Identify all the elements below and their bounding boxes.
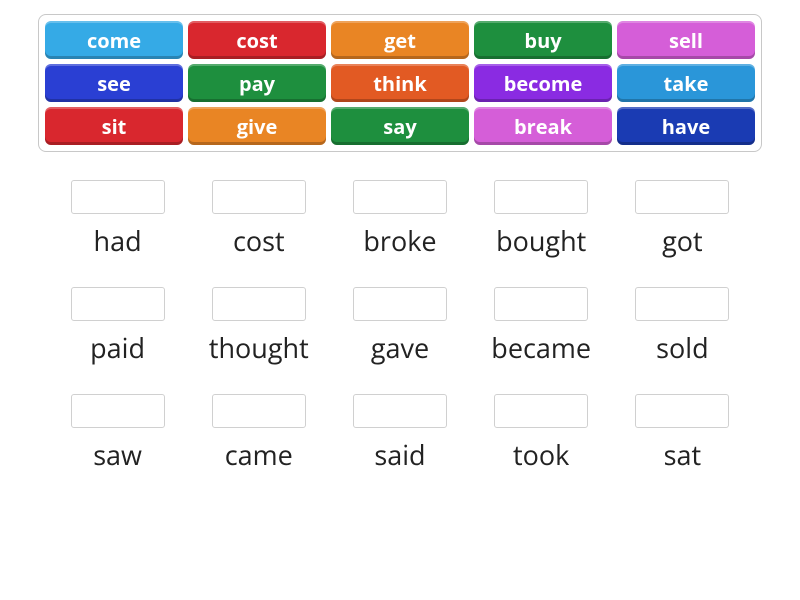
word-tile-get[interactable]: get — [331, 21, 469, 59]
drop-slot-broke[interactable] — [353, 180, 447, 214]
drop-slot-cost[interactable] — [212, 180, 306, 214]
drop-slot-came[interactable] — [212, 394, 306, 428]
drop-slot-saw[interactable] — [71, 394, 165, 428]
answer-slot-group: paid — [56, 287, 179, 366]
word-tile-buy[interactable]: buy — [474, 21, 612, 59]
word-bank: comecostgetbuysell seepaythinkbecometake s… — [38, 14, 762, 152]
drop-slot-became[interactable] — [494, 287, 588, 321]
answer-label: said — [374, 436, 425, 473]
answer-slot-group: had — [56, 180, 179, 259]
answer-label: became — [491, 329, 591, 366]
answer-slot-group: sold — [621, 287, 744, 366]
answer-slot-group: sat — [621, 394, 744, 473]
answer-label: broke — [363, 222, 436, 259]
answer-slot-group: said — [338, 394, 461, 473]
word-tile-become[interactable]: become — [474, 64, 612, 102]
word-tile-have[interactable]: have — [617, 107, 755, 145]
exercise-container: comecostgetbuysellseepaythinkbecometakes… — [0, 0, 800, 487]
word-tile-take[interactable]: take — [617, 64, 755, 102]
drop-slot-thought[interactable] — [212, 287, 306, 321]
answer-label: sat — [664, 436, 702, 473]
answer-label: came — [225, 436, 293, 473]
answer-slot-group: took — [480, 394, 603, 473]
word-tile-pay[interactable]: pay — [188, 64, 326, 102]
word-tile-cost[interactable]: cost — [188, 21, 326, 59]
answer-slot-group: cost — [197, 180, 320, 259]
answer-label: had — [94, 222, 142, 259]
answer-slot-group: thought — [197, 287, 320, 366]
word-tile-say[interactable]: say — [331, 107, 469, 145]
answer-slot-group: became — [480, 287, 603, 366]
drop-slot-paid[interactable] — [71, 287, 165, 321]
drop-slot-had[interactable] — [71, 180, 165, 214]
answer-slot-group: got — [621, 180, 744, 259]
drop-slot-took[interactable] — [494, 394, 588, 428]
drop-slot-sold[interactable] — [635, 287, 729, 321]
drop-slot-said[interactable] — [353, 394, 447, 428]
answer-slot-group: broke — [338, 180, 461, 259]
word-tile-see[interactable]: see — [45, 64, 183, 102]
answers-grid: had cost broke bought got paid thought gave beca… — [38, 180, 762, 473]
answer-slot-group: saw — [56, 394, 179, 473]
drop-slot-got[interactable] — [635, 180, 729, 214]
answer-label: bought — [496, 222, 586, 259]
answer-label: cost — [233, 222, 285, 259]
drop-slot-gave[interactable] — [353, 287, 447, 321]
answer-slot-group: gave — [338, 287, 461, 366]
drop-slot-sat[interactable] — [635, 394, 729, 428]
answer-label: got — [662, 222, 703, 259]
answer-label: took — [513, 436, 569, 473]
word-tile-think[interactable]: think — [331, 64, 469, 102]
word-tile-sell[interactable]: sell — [617, 21, 755, 59]
word-tile-give[interactable]: give — [188, 107, 326, 145]
answer-slot-group: came — [197, 394, 320, 473]
word-tile-come[interactable]: come — [45, 21, 183, 59]
answer-slot-group: bought — [480, 180, 603, 259]
word-tile-sit[interactable]: sit — [45, 107, 183, 145]
word-tile-break[interactable]: break — [474, 107, 612, 145]
answer-label: thought — [209, 329, 309, 366]
answer-label: paid — [90, 329, 145, 366]
answer-label: gave — [371, 329, 429, 366]
answer-label: sold — [656, 329, 708, 366]
answer-label: saw — [93, 436, 142, 473]
drop-slot-bought[interactable] — [494, 180, 588, 214]
